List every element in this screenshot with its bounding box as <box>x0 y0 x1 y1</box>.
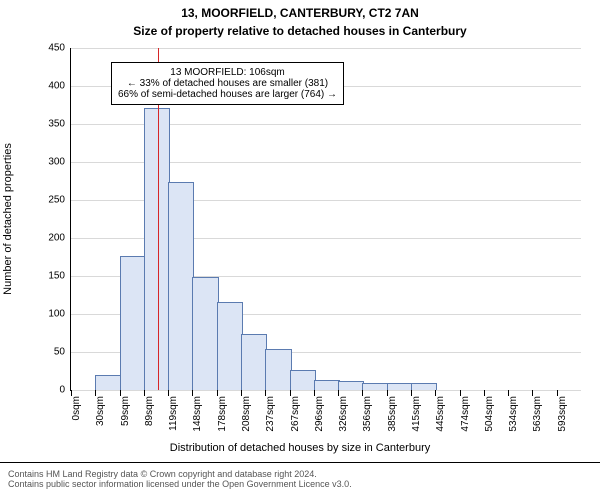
bar <box>217 302 243 390</box>
page-title-line1: 13, MOORFIELD, CANTERBURY, CT2 7AN <box>0 6 600 20</box>
y-axis-label: Number of detached properties <box>2 143 14 295</box>
x-tick-label: 385sqm <box>387 396 398 432</box>
footer-line: Contains public sector information licen… <box>8 479 592 489</box>
x-tick-label: 474sqm <box>460 396 471 432</box>
x-tick-label: 59sqm <box>120 396 131 426</box>
y-tick-label: 150 <box>48 271 71 282</box>
y-tick-label: 350 <box>48 119 71 130</box>
y-tick-label: 400 <box>48 81 71 92</box>
x-tick-label: 89sqm <box>144 396 155 426</box>
x-tick-label: 356sqm <box>362 396 373 432</box>
x-tick-label: 445sqm <box>435 396 446 432</box>
annotation-box: 13 MOORFIELD: 106sqm ← 33% of detached h… <box>111 62 344 105</box>
annotation-line: 13 MOORFIELD: 106sqm <box>118 67 337 78</box>
x-tick-label: 296sqm <box>314 396 325 432</box>
x-tick-label: 267sqm <box>290 396 301 432</box>
x-tick-label: 326sqm <box>338 396 349 432</box>
bar <box>387 383 413 390</box>
annotation-line: ← 33% of detached houses are smaller (38… <box>118 78 337 89</box>
bar <box>192 277 218 390</box>
x-tick-label: 148sqm <box>192 396 203 432</box>
gridline-h <box>71 48 581 49</box>
y-tick-label: 100 <box>48 309 71 320</box>
bar <box>362 383 388 390</box>
x-tick-label: 534sqm <box>508 396 519 432</box>
footer: Contains HM Land Registry data © Crown c… <box>0 462 600 489</box>
bar <box>338 381 364 390</box>
bar <box>168 182 194 390</box>
y-tick-label: 200 <box>48 233 71 244</box>
x-tick-label: 593sqm <box>557 396 568 432</box>
bar <box>314 380 340 390</box>
x-tick-label: 563sqm <box>532 396 543 432</box>
x-tick-label: 119sqm <box>168 396 179 431</box>
y-tick-label: 300 <box>48 157 71 168</box>
footer-line: Contains HM Land Registry data © Crown c… <box>8 469 592 479</box>
x-axis-label: Distribution of detached houses by size … <box>0 442 600 454</box>
x-tick-label: 415sqm <box>411 396 422 432</box>
x-tick-label: 504sqm <box>484 396 495 432</box>
y-tick-label: 50 <box>54 347 71 358</box>
annotation-line: 66% of semi-detached houses are larger (… <box>118 89 337 100</box>
bar <box>411 383 437 390</box>
bar <box>95 375 121 390</box>
y-tick-label: 450 <box>48 43 71 54</box>
bar <box>290 370 316 390</box>
plot-area: 0501001502002503003504004500sqm30sqm59sq… <box>70 48 581 391</box>
page-title-line2: Size of property relative to detached ho… <box>0 24 600 38</box>
y-tick-label: 250 <box>48 195 71 206</box>
x-tick-label: 237sqm <box>265 396 276 432</box>
gridline-h <box>71 390 581 391</box>
bar <box>265 349 291 390</box>
x-tick-label: 30sqm <box>95 396 106 426</box>
x-tick-label: 208sqm <box>241 396 252 432</box>
y-tick-label: 0 <box>59 385 71 396</box>
chart-container: { "title_line1": "13, MOORFIELD, CANTERB… <box>0 0 600 500</box>
x-tick-label: 0sqm <box>71 396 82 420</box>
bar <box>241 334 267 390</box>
bar <box>120 256 146 390</box>
x-tick-label: 178sqm <box>217 396 228 432</box>
